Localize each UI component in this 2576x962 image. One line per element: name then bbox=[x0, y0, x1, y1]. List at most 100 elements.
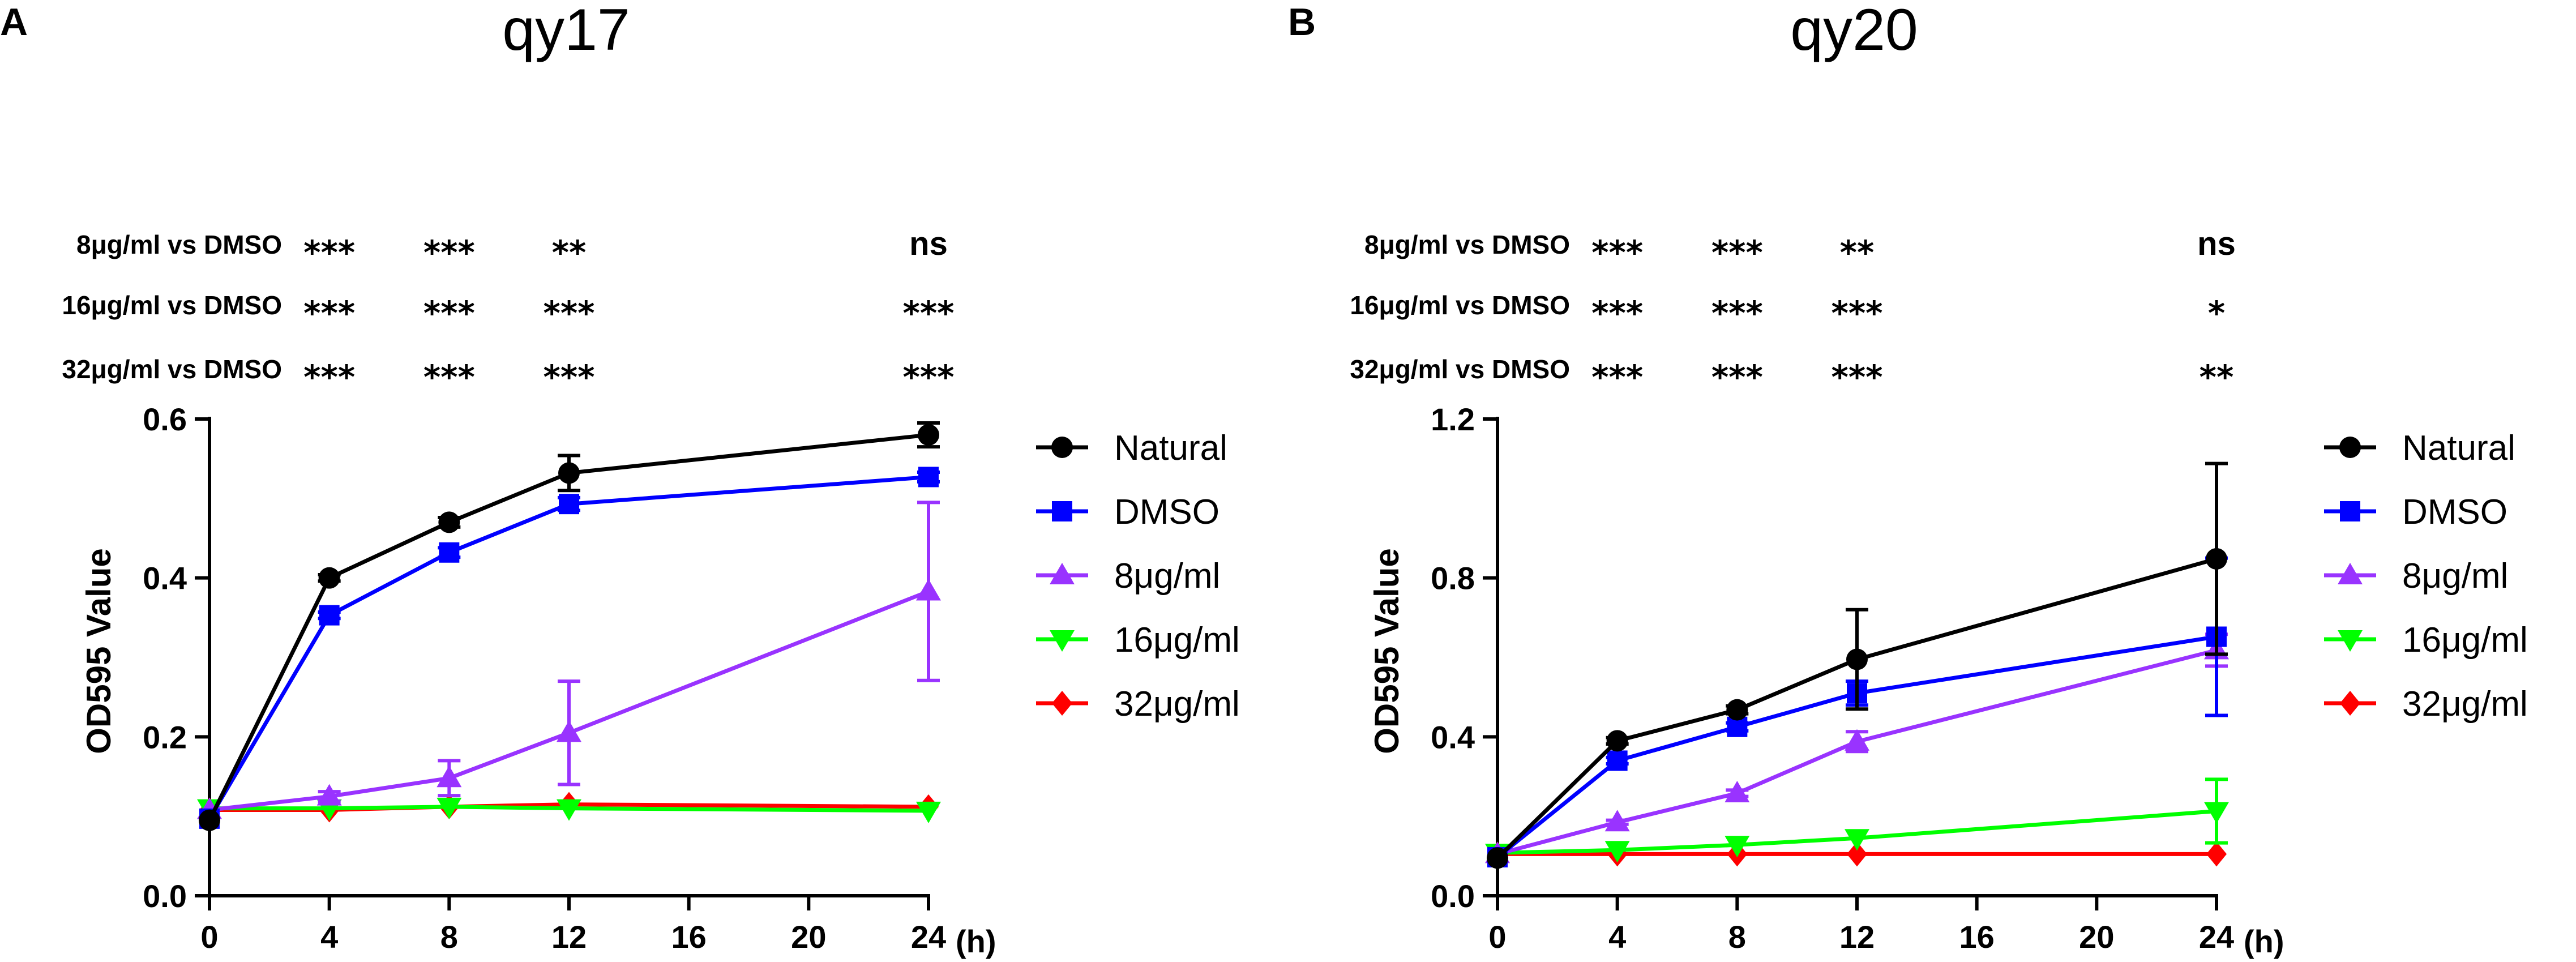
significance-mark: *** bbox=[1591, 358, 1643, 396]
y-tick-label: 0.4 bbox=[1431, 719, 1475, 755]
significance-label: 32μg/ml vs DMSO bbox=[62, 354, 282, 384]
legend: Natural DMSO 8μg/ml 16μg/ml 32μg/ml bbox=[2324, 429, 2528, 724]
data-point bbox=[437, 766, 462, 788]
legend-label: 8μg/ml bbox=[1114, 557, 1220, 596]
x-tick-label: 24 bbox=[911, 919, 946, 955]
data-point bbox=[1847, 841, 1867, 867]
y-tick-label: 0.4 bbox=[143, 561, 187, 596]
legend-item-dmso: DMSO bbox=[2324, 493, 2507, 532]
legend-marker bbox=[1052, 501, 1072, 521]
x-tick-label: 24 bbox=[2199, 919, 2234, 955]
legend-label: 16μg/ml bbox=[2402, 621, 2528, 660]
x-tick-label: 16 bbox=[671, 919, 707, 955]
panel-letter: B bbox=[1288, 1, 1316, 44]
legend-marker bbox=[2340, 691, 2360, 716]
data-point bbox=[439, 542, 460, 563]
significance-mark: ** bbox=[552, 233, 587, 272]
data-point bbox=[2204, 802, 2229, 824]
legend-item-dmso: DMSO bbox=[1036, 493, 1219, 532]
x-tick-label: 8 bbox=[440, 919, 458, 955]
legend-label: DMSO bbox=[1114, 493, 1219, 532]
y-tick-label: 0.0 bbox=[1431, 878, 1475, 914]
y-tick-label: 1.2 bbox=[1431, 401, 1475, 437]
significance-mark: *** bbox=[903, 358, 955, 396]
significance-mark: *** bbox=[1832, 358, 1883, 396]
x-tick-label: 4 bbox=[320, 919, 338, 955]
y-axis-label: OD595 Value bbox=[80, 548, 118, 754]
legend: Natural DMSO 8μg/ml 16μg/ml 32μg/ml bbox=[1036, 429, 1240, 724]
significance-mark: *** bbox=[903, 294, 955, 332]
data-point bbox=[1725, 780, 1750, 802]
legend-item-32ug: 32μg/ml bbox=[2324, 685, 2528, 724]
data-point bbox=[558, 462, 580, 484]
legend-marker bbox=[1050, 630, 1075, 652]
data-point bbox=[1604, 810, 1630, 832]
legend-item-16ug: 16μg/ml bbox=[1036, 621, 1240, 660]
series-8ug bbox=[197, 501, 941, 819]
significance-mark: *** bbox=[423, 233, 475, 272]
legend-label: Natural bbox=[2402, 429, 2515, 468]
significance-mark: ** bbox=[2200, 358, 2234, 396]
x-tick-label: 12 bbox=[551, 919, 587, 955]
x-axis-unit: (h) bbox=[956, 923, 996, 959]
significance-mark: *** bbox=[1711, 358, 1763, 396]
significance-mark: ** bbox=[1840, 233, 1875, 272]
x-tick-label: 0 bbox=[1488, 919, 1506, 955]
x-tick-label: 16 bbox=[1959, 919, 1995, 955]
data-point bbox=[1845, 829, 1869, 851]
legend-marker bbox=[2338, 630, 2363, 652]
legend-marker bbox=[2339, 437, 2361, 458]
significance-label: 8μg/ml vs DMSO bbox=[76, 230, 282, 259]
significance-label: 16μg/ml vs DMSO bbox=[1350, 290, 1570, 320]
significance-mark: *** bbox=[303, 233, 355, 272]
data-point bbox=[1846, 648, 1868, 670]
y-tick-label: 0.0 bbox=[143, 878, 187, 914]
significance-mark: ns bbox=[909, 225, 948, 262]
data-point bbox=[1487, 847, 1508, 869]
data-point bbox=[1725, 836, 1750, 858]
data-point bbox=[1604, 841, 1630, 863]
data-point bbox=[918, 467, 939, 488]
data-point bbox=[918, 424, 939, 446]
data-point bbox=[318, 567, 340, 589]
significance-mark: *** bbox=[423, 294, 475, 332]
data-point bbox=[1606, 730, 1628, 752]
significance-mark: *** bbox=[1711, 233, 1763, 272]
data-point bbox=[1607, 750, 1628, 771]
y-axis-label: OD595 Value bbox=[1368, 548, 1406, 754]
data-point bbox=[199, 809, 220, 831]
data-point bbox=[2206, 841, 2227, 867]
y-tick-label: 0.8 bbox=[1431, 561, 1475, 596]
significance-mark: ns bbox=[2197, 225, 2236, 262]
data-point bbox=[319, 605, 340, 626]
legend-item-8ug: 8μg/ml bbox=[2324, 557, 2508, 596]
x-tick-label: 4 bbox=[1608, 919, 1626, 955]
series-natural bbox=[199, 421, 940, 831]
significance-mark: *** bbox=[423, 358, 475, 396]
data-point bbox=[559, 494, 579, 515]
significance-mark: *** bbox=[1711, 294, 1763, 332]
significance-label: 32μg/ml vs DMSO bbox=[1350, 354, 1570, 384]
significance-mark: *** bbox=[303, 358, 355, 396]
data-point bbox=[438, 511, 460, 533]
y-tick-label: 0.6 bbox=[143, 401, 187, 437]
data-point bbox=[557, 720, 581, 742]
significance-label: 8μg/ml vs DMSO bbox=[1364, 230, 1570, 259]
significance-mark: *** bbox=[303, 294, 355, 332]
significance-mark: *** bbox=[544, 294, 595, 332]
panel-letter: A bbox=[0, 1, 28, 44]
legend-item-16ug: 16μg/ml bbox=[2324, 621, 2528, 660]
legend-marker bbox=[2338, 563, 2363, 584]
x-tick-label: 12 bbox=[1839, 919, 1875, 955]
legend-label: DMSO bbox=[2402, 493, 2507, 532]
data-point bbox=[1845, 729, 1869, 751]
legend-item-8ug: 8μg/ml bbox=[1036, 557, 1220, 596]
legend-marker bbox=[1051, 437, 1073, 458]
significance-mark: *** bbox=[1591, 294, 1643, 332]
data-point bbox=[557, 799, 581, 821]
